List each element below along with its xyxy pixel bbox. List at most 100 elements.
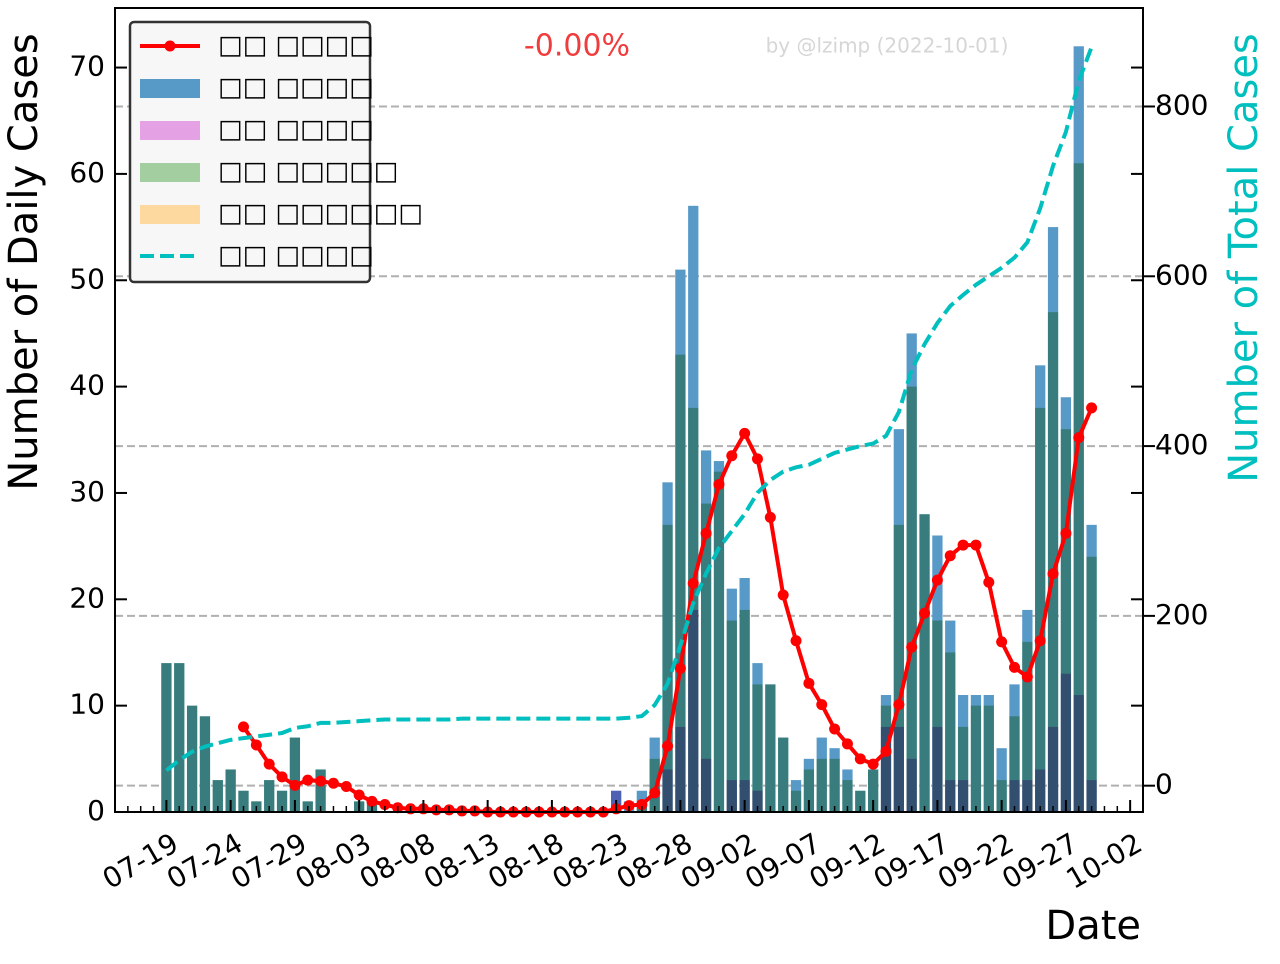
line-marker — [1060, 527, 1072, 539]
line-marker — [302, 774, 314, 786]
line-marker — [764, 511, 776, 523]
bar — [983, 705, 994, 812]
y2-tick-label: 200 — [1155, 598, 1208, 631]
line-marker — [276, 771, 288, 783]
y2-tick-label: 0 — [1155, 768, 1173, 801]
line-marker — [996, 636, 1008, 648]
line-marker — [841, 738, 853, 750]
bar — [1073, 163, 1084, 812]
line-marker — [662, 740, 674, 752]
bar — [880, 705, 892, 812]
y-tick-label: 40 — [69, 369, 105, 402]
line-marker — [983, 576, 995, 588]
line-marker — [623, 800, 635, 812]
bar — [970, 705, 982, 812]
line-marker — [674, 662, 686, 674]
line-marker — [649, 787, 661, 799]
y-tick-label: 20 — [69, 581, 105, 614]
line-marker — [1021, 671, 1033, 683]
bar — [996, 780, 1007, 812]
line-marker — [263, 758, 275, 770]
legend-patch — [140, 79, 200, 98]
line-marker — [379, 799, 391, 811]
x-tick-label: 10-02 — [1061, 826, 1148, 895]
bar — [778, 737, 789, 812]
bar — [803, 769, 815, 812]
legend-label: □□ □□□□ — [218, 241, 374, 271]
line-marker — [1034, 635, 1046, 647]
line-marker — [893, 699, 905, 711]
line-marker — [906, 641, 918, 653]
line-marker — [250, 739, 262, 751]
y2-axis-label: Number of Total Cases — [1221, 33, 1267, 483]
total-line — [165, 46, 1094, 772]
bar — [315, 769, 326, 812]
bar — [238, 790, 249, 812]
line-marker — [867, 758, 879, 770]
bar — [893, 524, 904, 812]
bar — [739, 609, 750, 812]
y2-tick-label: 800 — [1155, 88, 1208, 121]
credit: by @lzimp (2022-10-01) — [766, 34, 1009, 58]
line-marker — [1086, 402, 1098, 414]
bar — [816, 758, 827, 812]
line-marker — [931, 574, 943, 586]
y2-tick-label: 400 — [1155, 428, 1208, 461]
bar — [957, 726, 969, 812]
line-marker — [919, 607, 931, 619]
bar — [199, 716, 211, 812]
bar — [1086, 556, 1097, 812]
bar — [289, 737, 301, 812]
line-marker — [238, 721, 249, 733]
bar — [1009, 716, 1020, 812]
annotation: -0.00% — [524, 29, 630, 64]
line-marker — [327, 777, 339, 789]
y-tick-label: 50 — [69, 262, 105, 295]
line-marker — [700, 527, 712, 539]
line-marker — [726, 450, 738, 462]
y2-tick-label: 600 — [1155, 258, 1208, 291]
bar — [1035, 407, 1046, 812]
bar — [1022, 641, 1033, 812]
line-marker — [944, 550, 956, 562]
legend-label: □□ □□□□ — [218, 31, 374, 61]
line-marker — [880, 745, 892, 757]
line-marker — [366, 795, 378, 807]
bars — [161, 46, 1097, 813]
bar — [161, 663, 172, 812]
bar — [186, 705, 198, 812]
bar — [1047, 312, 1059, 812]
bar — [855, 790, 866, 812]
line-marker — [829, 723, 841, 735]
bar — [662, 524, 673, 812]
bar — [919, 514, 930, 812]
bar — [726, 620, 737, 812]
y-tick-label: 30 — [69, 475, 105, 508]
line-marker — [752, 453, 763, 465]
legend-label: □□ □□□□ — [218, 115, 374, 145]
bar — [264, 780, 275, 812]
legend-patch — [140, 205, 200, 224]
y-tick-label: 0 — [87, 794, 105, 827]
line-marker — [340, 780, 352, 792]
bar — [675, 354, 686, 812]
bar — [932, 620, 943, 812]
x-axis-label: Date — [1045, 903, 1141, 949]
bar — [700, 503, 712, 812]
y-tick-label: 70 — [69, 50, 105, 83]
line-marker — [957, 539, 969, 551]
bar — [945, 652, 956, 812]
line-marker — [970, 539, 982, 551]
line-marker — [790, 635, 802, 647]
line-marker — [1009, 661, 1020, 673]
line-marker — [1047, 568, 1059, 580]
bar — [212, 780, 223, 812]
y-axis-label: Number of Daily Cases — [1, 33, 47, 490]
legend-label: □□ □□□□□□ — [218, 199, 423, 229]
bar — [765, 684, 776, 812]
bar — [790, 790, 802, 812]
bar — [225, 769, 236, 812]
line-marker — [854, 753, 866, 765]
legend-patch — [140, 121, 200, 140]
bar — [842, 780, 853, 812]
